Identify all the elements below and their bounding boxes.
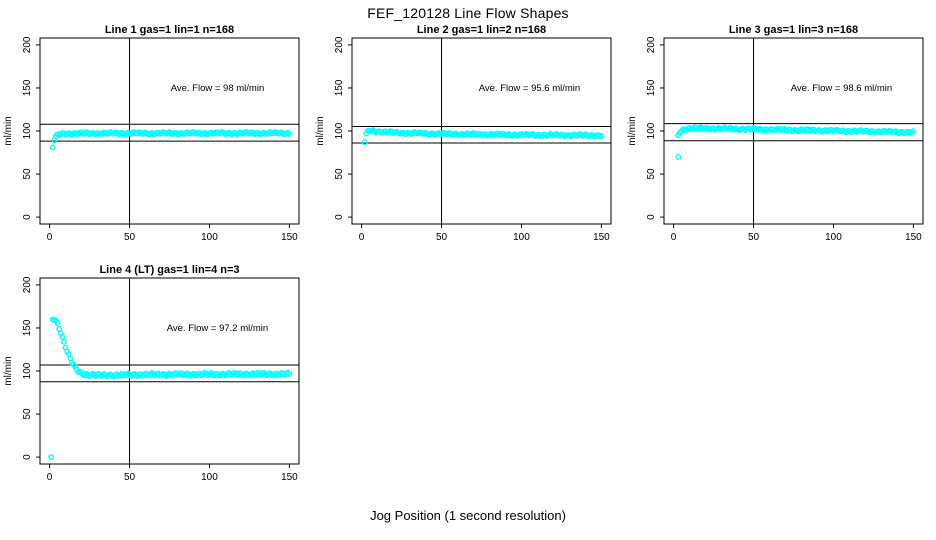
chart-svg: 0 50 100 150 0 50 100 150 200 ml/min Line 1 gas=1 …	[3, 24, 300, 243]
x-tick-label: 0	[47, 472, 53, 483]
y-axis-label: ml/min	[315, 116, 326, 145]
y-tick-label: 150	[22, 319, 33, 336]
y-tick-label: 200	[646, 36, 657, 53]
x-tick-label: 0	[359, 232, 365, 243]
data-point	[598, 133, 605, 139]
average-flow-annotation: Ave. Flow = 98.6 ml/min	[791, 83, 892, 94]
subplot-line-1: 0 50 100 150 0 50 100 150 200 ml/min Line 1 gas=1 …	[0, 24, 312, 262]
x-tick-label: 100	[513, 232, 530, 243]
data-point	[67, 355, 74, 362]
y-tick-label: 0	[646, 214, 657, 220]
subplot-title: Line 1 gas=1 lin=1 n=168	[105, 24, 234, 36]
y-tick-label: 50	[22, 168, 33, 180]
y-axis-label: ml/min	[3, 356, 14, 385]
y-tick-label: 50	[646, 168, 657, 180]
data-point	[286, 131, 293, 137]
flow-scatter-series	[49, 128, 293, 151]
data-point	[910, 128, 917, 135]
y-tick-label: 100	[22, 122, 33, 139]
y-tick-label: 0	[334, 214, 345, 220]
chart-svg: 0 50 100 150 0 50 100 150 200 ml/min Line 3 gas=1 …	[627, 24, 924, 243]
y-tick-label: 150	[334, 79, 345, 96]
subplot-line-2: 0 50 100 150 0 50 100 150 200 ml/min Line 2 gas=1 …	[312, 24, 624, 262]
y-tick-label: 50	[22, 408, 33, 420]
x-tick-label: 50	[124, 472, 136, 483]
average-flow-annotation: Ave. Flow = 98 ml/min	[171, 83, 265, 94]
y-tick-label: 100	[22, 362, 33, 379]
y-tick-label: 0	[22, 454, 33, 460]
subplot-title: Line 3 gas=1 lin=3 n=168	[729, 24, 858, 36]
x-tick-label: 0	[47, 232, 53, 243]
flow-scatter-series	[361, 127, 605, 146]
x-tick-label: 100	[201, 232, 218, 243]
data-point	[56, 325, 63, 332]
outlier-point	[361, 139, 368, 146]
flow-scatter-series	[675, 124, 917, 160]
y-tick-label: 50	[334, 168, 345, 180]
x-tick-label: 50	[436, 232, 448, 243]
y-tick-label: 150	[646, 79, 657, 96]
data-point	[286, 370, 293, 377]
average-flow-annotation: Ave. Flow = 97.2 ml/min	[167, 323, 268, 334]
data-point	[54, 320, 61, 326]
subplot-title: Line 2 gas=1 lin=2 n=168	[417, 24, 546, 36]
average-flow-annotation: Ave. Flow = 95.6 ml/min	[479, 83, 580, 94]
x-tick-label: 0	[671, 232, 677, 243]
x-tick-label: 100	[825, 232, 842, 243]
y-axis-label: ml/min	[627, 116, 638, 145]
y-tick-label: 150	[22, 79, 33, 96]
data-point	[61, 338, 67, 345]
x-tick-label: 50	[124, 232, 136, 243]
outlier-point	[48, 454, 55, 461]
x-tick-label: 100	[201, 472, 218, 483]
data-point	[59, 333, 66, 340]
y-tick-label: 200	[22, 276, 33, 293]
chart-svg: 0 50 100 150 0 50 100 150 200 ml/min Line 2 gas=1 …	[315, 24, 612, 243]
x-tick-label: 150	[281, 232, 298, 243]
y-tick-label: 100	[646, 122, 657, 139]
subplot-line-3: 0 50 100 150 0 50 100 150 200 ml/min Line 3 gas=1 …	[624, 24, 936, 262]
y-tick-label: 200	[334, 36, 345, 53]
x-tick-label: 150	[905, 232, 922, 243]
y-axis-label: ml/min	[3, 116, 14, 145]
chart-svg: 0 50 100 150 0 50 100 150 200 ml/min Line 4 (LT) g…	[3, 264, 300, 483]
outlier-point	[675, 153, 682, 160]
y-tick-label: 0	[22, 214, 33, 220]
flow-scatter-series	[48, 316, 293, 461]
x-tick-label: 50	[748, 232, 760, 243]
outlier-point	[49, 144, 56, 151]
x-tick-label: 150	[593, 232, 610, 243]
y-tick-label: 100	[334, 122, 345, 139]
figure-title: FEF_120128 Line Flow Shapes	[367, 5, 569, 21]
subplot-line-4: 0 50 100 150 0 50 100 150 200 ml/min Line 4 (LT) g…	[0, 264, 312, 502]
x-tick-label: 150	[281, 472, 298, 483]
subplot-title: Line 4 (LT) gas=1 lin=4 n=3	[99, 264, 239, 276]
shared-x-axis-label: Jog Position (1 second resolution)	[370, 508, 566, 523]
y-tick-label: 200	[22, 36, 33, 53]
